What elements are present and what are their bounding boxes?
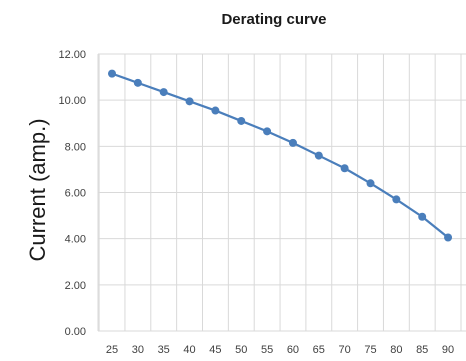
x-tick-label: 60: [287, 344, 299, 356]
x-tick-label: 25: [106, 344, 118, 356]
y-tick-label: 8.00: [65, 141, 86, 153]
x-tick-label: 75: [364, 344, 376, 356]
grid-layer: [97, 53, 466, 332]
x-tick-label: 50: [235, 344, 247, 356]
y-tick-label: 2.00: [65, 280, 86, 292]
data-point: [340, 164, 349, 173]
y-tick-label: 12.00: [58, 49, 86, 61]
y-axis-label: Current (amp.): [25, 118, 50, 261]
x-tick-label: 35: [158, 344, 170, 356]
data-point: [444, 233, 453, 242]
data-point: [237, 116, 246, 125]
x-tick-label: 80: [390, 344, 402, 356]
data-point: [263, 127, 272, 136]
y-tick-label: 4.00: [65, 234, 86, 246]
x-tick-label: 90: [442, 344, 454, 356]
series-layer: [108, 69, 453, 242]
data-point: [108, 69, 116, 78]
x-tick-label: 85: [416, 344, 428, 356]
y-tick-label: 10.00: [58, 95, 86, 107]
data-point: [211, 106, 220, 115]
x-tick-label: 45: [209, 344, 221, 356]
data-point: [159, 88, 168, 97]
data-point: [392, 195, 401, 204]
axis-layer: 0.00 2.00 4.00 6.00 8.00 10.00 12.00 25 30 35 40 45…: [58, 49, 454, 356]
data-point: [366, 179, 375, 188]
x-tick-label: 55: [261, 344, 273, 356]
chart-title: Derating curve: [221, 11, 326, 28]
data-point: [133, 78, 142, 87]
x-tick-label: 65: [313, 344, 325, 356]
data-point: [185, 97, 194, 106]
x-tick-label: 30: [132, 344, 144, 356]
y-tick-label: 6.00: [65, 188, 86, 200]
series-line: [111, 72, 449, 239]
x-tick-label: 40: [183, 344, 195, 356]
data-point: [418, 212, 427, 221]
data-point: [288, 138, 297, 147]
data-point: [314, 151, 323, 160]
y-tick-label: 0.00: [65, 326, 86, 338]
x-tick-label: 70: [339, 344, 351, 356]
